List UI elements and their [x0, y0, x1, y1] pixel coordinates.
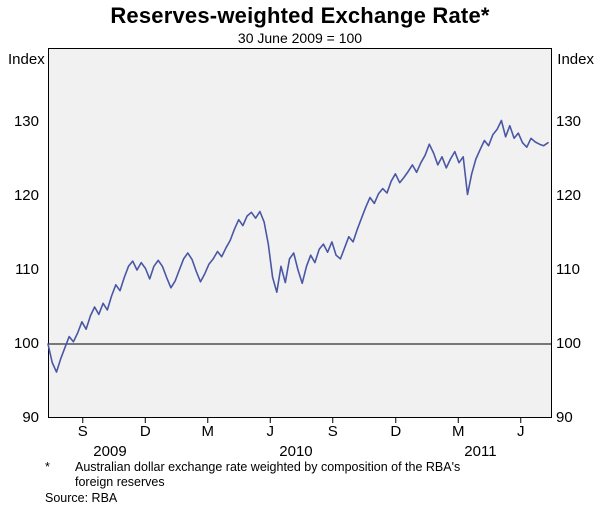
- y-tick-value: 110: [15, 261, 39, 278]
- footnote-text-line1: Australian dollar exchange rate weighted…: [75, 460, 461, 474]
- x-tick-label-year: 2010: [279, 443, 313, 460]
- footnote-marker: *: [45, 460, 50, 474]
- y-tick-label-left-130: 130: [0, 114, 44, 130]
- y-tick-value: 100: [13, 335, 39, 352]
- chart-subtitle: 30 June 2009 = 100: [237, 30, 363, 46]
- plot-frame: [48, 48, 552, 418]
- x-tick-label-year: 2011: [464, 443, 497, 460]
- x-tick-label-month: M: [452, 423, 465, 440]
- y-tick-label-right-110: 110: [556, 261, 580, 278]
- y-tick-label-right-130: 130: [556, 113, 582, 130]
- exchange-rate-line: [47, 119, 549, 373]
- x-tick-label-month: S: [327, 423, 338, 440]
- y-tick-label-left-100: 100: [0, 336, 44, 352]
- y-tick-value: 130: [13, 113, 39, 130]
- chart-title: Reserves-weighted Exchange Rate*: [110, 3, 490, 28]
- y-tick-value: 90: [22, 409, 39, 426]
- y-tick-label-left-90: 90: [0, 410, 44, 426]
- x-tick-label-month: S: [77, 423, 88, 440]
- x-tick-label-month: D: [390, 423, 402, 440]
- x-tick-label-year: 2009: [93, 443, 127, 460]
- y-tick-value: 120: [13, 187, 39, 204]
- line-chart-canvas: [47, 48, 552, 423]
- plot-area: [47, 48, 552, 423]
- x-tick-label-month: J: [266, 423, 275, 440]
- y-axis-unit-right: Index: [557, 51, 594, 68]
- y-tick-label-left-110: 110: [0, 262, 44, 278]
- x-tick-label-month: M: [201, 423, 215, 440]
- x-tick-label-month: J: [517, 423, 525, 440]
- y-tick-label-right-120: 120: [556, 187, 582, 204]
- y-tick-label-right-90: 90: [556, 409, 573, 426]
- x-tick-label-month: D: [139, 423, 151, 440]
- y-tick-label-right-100: 100: [556, 335, 582, 352]
- source-text: Source: RBA: [45, 491, 118, 505]
- y-axis-unit-left: Index: [8, 51, 45, 68]
- footnote-text-line2: foreign reserves: [75, 475, 165, 489]
- y-tick-label-left-120: 120: [0, 188, 44, 204]
